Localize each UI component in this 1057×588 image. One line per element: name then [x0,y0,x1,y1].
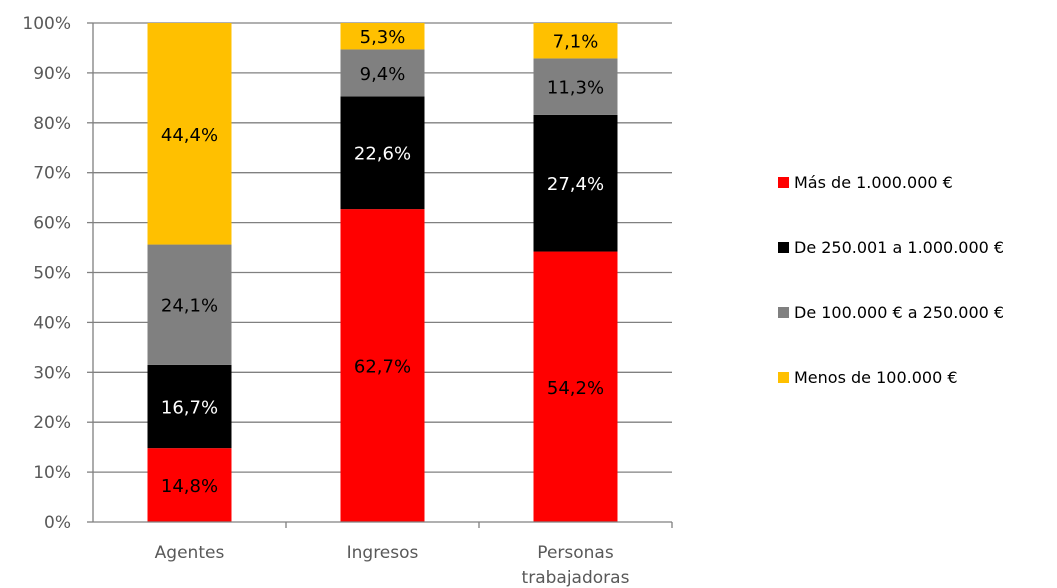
legend-item: De 250.001 a 1.000.000 € [778,237,1004,257]
data-label: 22,6% [354,144,411,165]
y-tick-label: 40% [33,313,71,333]
legend-swatch [778,241,789,253]
legend-swatch [778,306,789,318]
x-tick-label: Personas [537,543,614,563]
legend-item: Menos de 100.000 € [778,367,1004,387]
x-tick-label: Agentes [155,543,225,563]
data-label: 11,3% [547,78,604,99]
bar-segment [147,244,232,365]
data-label: 27,4% [547,174,604,195]
y-tick-label: 90% [33,64,71,84]
data-label: 54,2% [547,378,604,399]
bar-segment [147,364,232,449]
data-label: 16,7% [161,397,218,418]
bar-segment [147,23,232,245]
y-tick-label: 10% [33,463,71,483]
legend-label: De 100.000 € a 250.000 € [794,302,1005,322]
axes: 0% 10% 20% 30% 40% 50% 60% 70% 80% 90% 100% Agentes… [22,14,673,588]
bar-segment [147,448,232,522]
legend-swatch [778,176,789,188]
data-label: 44,4% [161,125,218,146]
y-tick-label: 20% [33,413,71,433]
data-label: 7,1% [553,32,599,53]
x-tick-label: trabajadoras [522,568,630,588]
bar-segment [533,23,618,59]
data-label: 62,7% [354,357,411,378]
bar-segment [533,58,618,115]
y-tick-label: 60% [33,214,71,234]
y-tick-label: 0% [44,513,71,533]
data-labels: 14,8% 16,7% 24,1% 44,4% 62,7% 22,6% 9,4% 5,3% 54… [161,27,604,497]
data-label: 5,3% [360,27,406,48]
bars [147,23,618,523]
y-tick-label: 70% [33,164,71,184]
y-tick-label: 30% [33,363,71,383]
y-tick-label: 50% [33,264,71,284]
legend: Más de 1.000.000 € De 250.001 a 1.000.000… [778,172,1004,432]
legend-item: Más de 1.000.000 € [778,172,1004,192]
bar-segment [340,23,425,50]
legend-label: Más de 1.000.000 € [794,172,953,192]
bar-segment [533,251,618,523]
y-tick-label: 100% [22,14,71,34]
bar-segment [533,114,618,252]
data-label: 9,4% [360,64,406,85]
x-tick-label: Ingresos [347,543,419,563]
bar-segment [340,209,425,522]
bar-segment [340,49,425,97]
y-tick-label: 80% [33,114,71,134]
legend-label: Menos de 100.000 € [794,367,958,387]
legend-item: De 100.000 € a 250.000 € [778,302,1004,322]
legend-label: De 250.001 a 1.000.000 € [794,237,1005,257]
bar-segment [340,96,425,210]
data-label: 14,8% [161,476,218,497]
data-label: 24,1% [161,296,218,317]
legend-swatch [778,371,789,383]
